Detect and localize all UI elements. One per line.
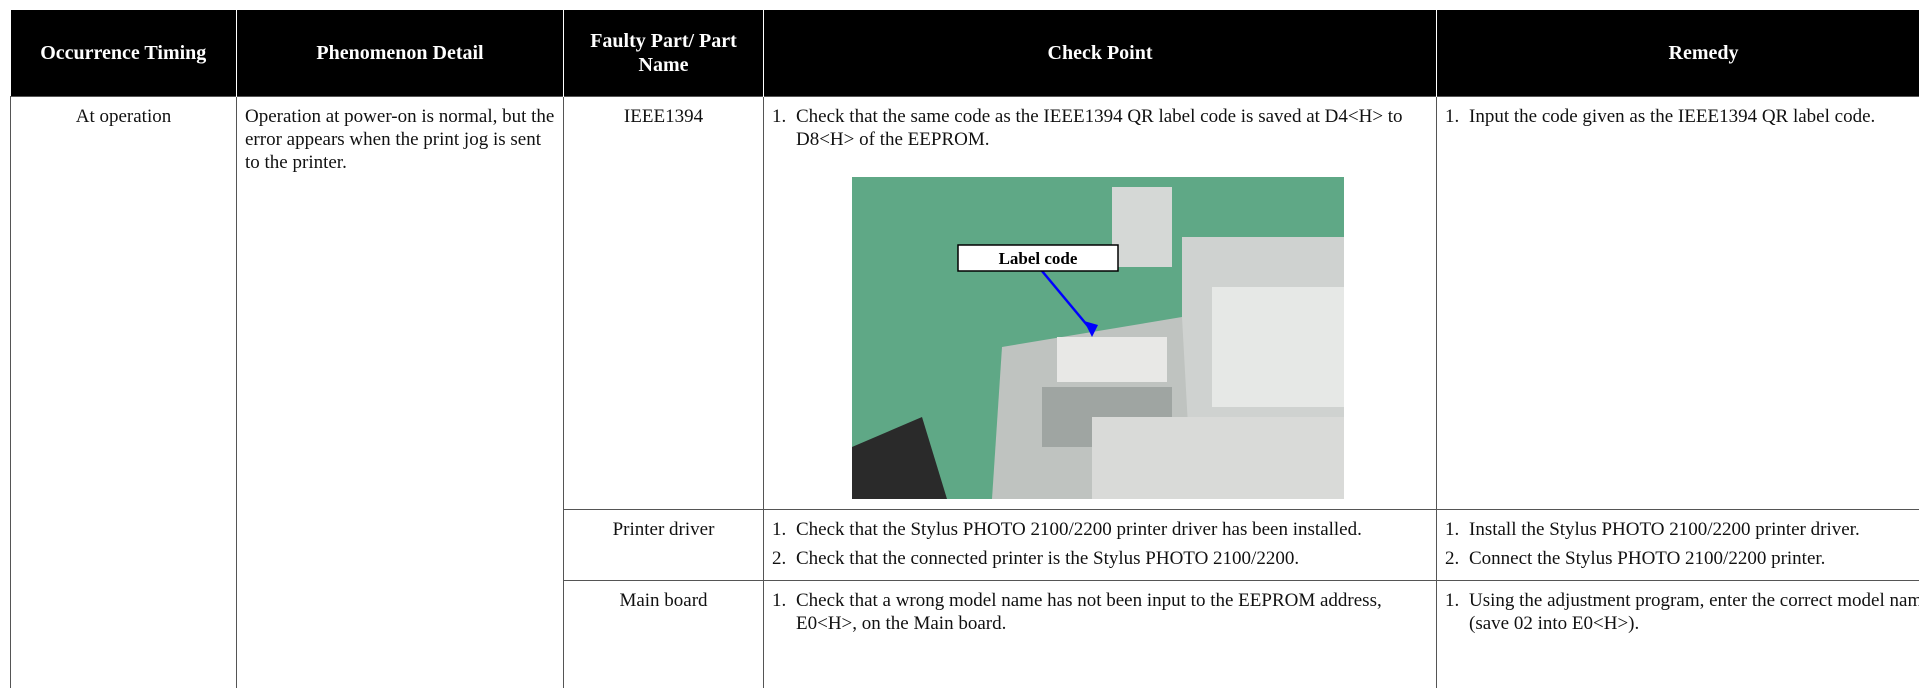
list-item: 1. Install the Stylus PHOTO 2100/2200 pri… (1445, 518, 1919, 541)
remedy-cell: 1. Using the adjustment program, enter th… (1436, 580, 1919, 688)
header-cell: Remedy (1436, 10, 1919, 97)
header-cell: Faulty Part/ Part Name (563, 10, 764, 97)
list-item: 1. Using the adjustment program, enter th… (1445, 589, 1919, 635)
table-row: Printer driver 1. Check that the Stylus PH… (11, 509, 1919, 581)
table-row: At operation Operation at power-on is nor… (10, 96, 1919, 688)
list-item: 1. Check that the Stylus PHOTO 2100/2200 … (772, 518, 1428, 541)
item-number: 1. (772, 106, 787, 127)
item-text: Install the Stylus PHOTO 2100/2200 print… (1469, 519, 1860, 540)
item-number: 1. (1445, 519, 1460, 540)
item-text: Check that the same code as the IEEE1394… (796, 106, 1403, 150)
check-cell: 1. Check that the Stylus PHOTO 2100/2200 … (763, 509, 1437, 581)
list-item: 2. Check that the connected printer is th… (772, 547, 1428, 570)
list-item: 1. Check that the same code as the IEEE13… (772, 105, 1428, 151)
part-cell: Main board (563, 580, 764, 688)
header-cell: Occurrence Timing (10, 10, 237, 97)
part-cell: Printer driver (563, 509, 764, 581)
item-number: 1. (772, 590, 787, 611)
troubleshooting-table: Occurrence Timing Phenomenon Detail Faulty… (10, 10, 1919, 688)
header-cell: Check Point (763, 10, 1437, 97)
part-cell: IEEE1394 (563, 96, 764, 510)
list-item: 1. Check that a wrong model name has not … (772, 589, 1428, 635)
detail-cell: Operation at power-on is normal, but the… (236, 96, 564, 688)
timing-cell: At operation (10, 96, 237, 688)
item-number: 1. (1445, 106, 1460, 127)
table-row: Main board 1. Check that a wrong model nam… (11, 580, 1919, 688)
remedy-cell: 1. Install the Stylus PHOTO 2100/2200 pri… (1436, 509, 1919, 581)
item-number: 2. (772, 548, 787, 569)
check-cell: 1. Check that the same code as the IEEE13… (763, 96, 1437, 510)
photo-label: Label code (999, 249, 1078, 268)
check-cell: 1. Check that a wrong model name has not … (763, 580, 1437, 688)
list-item: 2. Connect the Stylus PHOTO 2100/2200 pri… (1445, 547, 1919, 570)
item-text: Check that the Stylus PHOTO 2100/2200 pr… (796, 519, 1362, 540)
header-row: Occurrence Timing Phenomenon Detail Faulty… (10, 10, 1919, 97)
header-cell: Phenomenon Detail (236, 10, 564, 97)
item-text: Check that the connected printer is the … (796, 548, 1300, 569)
item-text: Input the code given as the IEEE1394 QR … (1469, 106, 1876, 127)
remedy-cell: 1. Input the code given as the IEEE1394 Q… (1436, 96, 1919, 510)
item-number: 1. (1445, 590, 1460, 611)
list-item: 1. Input the code given as the IEEE1394 Q… (1445, 105, 1919, 128)
item-text: Connect the Stylus PHOTO 2100/2200 print… (1469, 548, 1826, 569)
item-number: 2. (1445, 548, 1460, 569)
item-number: 1. (772, 519, 787, 540)
item-text: Using the adjustment program, enter the … (1469, 590, 1919, 634)
photo: Label code (852, 177, 1344, 499)
item-text: Check that a wrong model name has not be… (796, 590, 1382, 634)
